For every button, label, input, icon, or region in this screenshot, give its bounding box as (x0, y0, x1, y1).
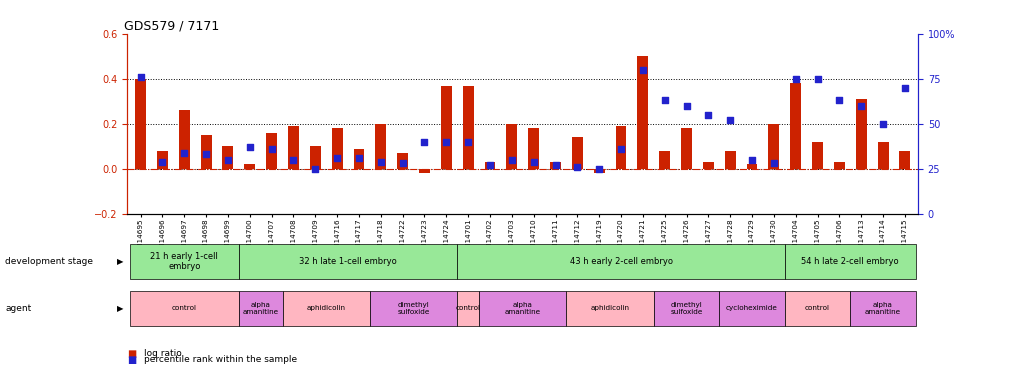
Bar (834, 162, 844, 169)
Bar (505, 124, 517, 169)
Point (765, 160, 782, 166)
Point (612, 146, 629, 152)
Point (721, 117, 738, 123)
Point (154, 159, 170, 165)
Point (438, 139, 454, 145)
Bar (658, 151, 669, 169)
Text: development stage: development stage (5, 257, 93, 266)
Bar (593, 169, 604, 173)
Text: control: control (455, 305, 480, 311)
Point (896, 85, 912, 91)
Bar (484, 162, 495, 169)
Text: ▶: ▶ (117, 304, 123, 313)
Bar (266, 133, 277, 169)
Bar (245, 164, 255, 169)
Point (263, 146, 279, 152)
Point (830, 98, 847, 104)
Text: ■: ■ (127, 349, 137, 359)
Text: 43 h early 2-cell embryo: 43 h early 2-cell embryo (569, 257, 672, 266)
Bar (287, 126, 299, 169)
Bar (222, 146, 233, 169)
Text: aphidicolin: aphidicolin (307, 305, 345, 311)
Point (394, 160, 411, 166)
Bar (746, 164, 757, 169)
Point (307, 166, 323, 172)
Point (699, 112, 715, 118)
Bar (811, 142, 822, 169)
Text: control: control (804, 305, 829, 311)
Text: alpha
amanitine: alpha amanitine (504, 302, 540, 315)
Point (874, 121, 891, 127)
Bar (375, 124, 386, 169)
Point (219, 157, 235, 163)
Text: ▶: ▶ (117, 257, 123, 266)
Point (852, 103, 868, 109)
Bar (201, 135, 211, 169)
Point (743, 157, 759, 163)
Point (132, 74, 149, 80)
Text: 32 h late 1-cell embryo: 32 h late 1-cell embryo (299, 257, 396, 266)
Bar (157, 151, 168, 169)
Point (809, 76, 825, 82)
Bar (790, 83, 800, 169)
Point (372, 159, 388, 165)
Point (569, 164, 585, 170)
Point (481, 162, 497, 168)
Bar (528, 128, 539, 169)
Point (176, 150, 193, 156)
Bar (876, 142, 888, 169)
Bar (178, 110, 190, 169)
Point (460, 139, 476, 145)
Text: 54 h late 2-cell embryo: 54 h late 2-cell embryo (801, 257, 898, 266)
Text: cycloheximide: cycloheximide (726, 305, 777, 311)
Text: ■: ■ (127, 355, 137, 365)
Bar (463, 86, 473, 169)
Point (416, 139, 432, 145)
Bar (549, 162, 560, 169)
Bar (331, 128, 342, 169)
Bar (637, 56, 648, 169)
Text: aphidicolin: aphidicolin (590, 305, 629, 311)
Bar (572, 137, 582, 169)
Point (503, 157, 520, 163)
Text: 21 h early 1-cell
embryo: 21 h early 1-cell embryo (150, 252, 218, 271)
Text: control: control (171, 305, 197, 311)
Point (547, 162, 564, 168)
Bar (702, 162, 713, 169)
Point (351, 155, 367, 161)
Text: GDS579 / 7171: GDS579 / 7171 (123, 20, 219, 33)
Point (590, 166, 606, 172)
Bar (310, 146, 320, 169)
Point (242, 144, 258, 150)
Bar (440, 86, 451, 169)
Text: dimethyl
sulfoxide: dimethyl sulfoxide (669, 302, 702, 315)
Text: agent: agent (5, 304, 32, 313)
Point (285, 157, 302, 163)
Bar (614, 126, 626, 169)
Text: percentile rank within the sample: percentile rank within the sample (144, 356, 297, 364)
Bar (419, 169, 430, 173)
Point (678, 103, 694, 109)
Text: alpha
amanitine: alpha amanitine (864, 302, 900, 315)
Text: dimethyl
sulfoxide: dimethyl sulfoxide (397, 302, 429, 315)
Point (634, 67, 650, 73)
Bar (899, 151, 910, 169)
Bar (725, 151, 735, 169)
Point (525, 159, 541, 165)
Bar (396, 153, 408, 169)
Bar (135, 79, 146, 169)
Bar (354, 148, 364, 169)
Text: log ratio: log ratio (144, 350, 181, 358)
Bar (767, 124, 779, 169)
Point (656, 98, 673, 104)
Bar (855, 99, 866, 169)
Bar (681, 128, 691, 169)
Point (787, 76, 803, 82)
Point (198, 152, 214, 157)
Text: alpha
amanitine: alpha amanitine (243, 302, 278, 315)
Point (329, 155, 345, 161)
